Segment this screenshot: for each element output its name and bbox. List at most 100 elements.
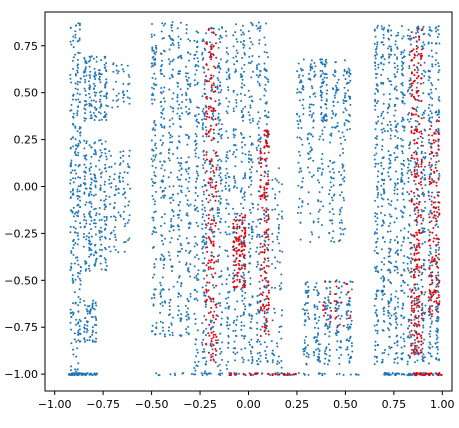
data-point xyxy=(206,250,209,253)
data-point xyxy=(93,264,96,267)
data-point xyxy=(244,291,247,294)
data-point xyxy=(326,314,329,317)
data-point xyxy=(422,342,425,345)
data-point xyxy=(258,340,261,343)
data-point xyxy=(225,97,228,100)
data-point xyxy=(267,135,269,137)
data-point xyxy=(418,35,420,38)
data-point xyxy=(212,82,215,85)
data-point xyxy=(151,184,154,187)
data-point xyxy=(88,247,91,250)
data-point xyxy=(382,221,385,224)
data-point xyxy=(248,313,251,315)
data-point xyxy=(194,343,197,346)
data-point xyxy=(317,333,319,336)
data-point xyxy=(207,332,210,335)
data-point xyxy=(170,24,173,27)
data-point xyxy=(413,318,416,321)
data-point xyxy=(227,69,230,72)
data-point xyxy=(216,212,219,214)
data-point xyxy=(264,114,266,117)
data-point xyxy=(73,332,76,335)
data-point xyxy=(112,215,115,218)
data-point xyxy=(336,340,339,343)
data-point xyxy=(430,165,433,168)
data-point xyxy=(389,98,392,101)
data-point xyxy=(380,248,383,251)
data-point xyxy=(72,302,74,305)
data-point xyxy=(228,188,231,191)
data-point xyxy=(402,302,404,305)
data-point xyxy=(95,337,98,340)
data-point xyxy=(407,374,410,377)
data-point xyxy=(210,219,213,222)
data-point xyxy=(377,120,380,123)
data-point xyxy=(196,206,199,209)
data-point xyxy=(413,316,416,319)
data-point xyxy=(417,274,420,277)
data-point xyxy=(242,241,245,244)
data-point xyxy=(437,33,440,36)
data-point xyxy=(396,145,398,148)
data-point xyxy=(187,299,190,302)
data-point xyxy=(381,131,384,134)
data-point xyxy=(187,325,190,328)
data-point xyxy=(382,110,385,113)
data-point xyxy=(159,302,162,305)
data-point xyxy=(320,158,323,161)
data-point xyxy=(202,158,205,160)
data-point xyxy=(415,187,418,190)
data-point xyxy=(234,165,237,168)
data-point xyxy=(258,29,261,32)
data-point xyxy=(104,163,107,166)
data-point xyxy=(159,293,162,296)
data-point xyxy=(177,178,180,181)
data-point xyxy=(342,374,345,376)
data-point xyxy=(90,103,93,106)
data-point xyxy=(177,44,180,47)
data-point xyxy=(323,76,326,79)
data-point xyxy=(105,155,108,158)
data-point xyxy=(105,113,108,116)
data-point xyxy=(212,336,215,339)
data-point xyxy=(240,187,243,190)
data-point xyxy=(335,348,338,351)
data-point xyxy=(178,275,181,277)
data-point xyxy=(236,225,239,228)
data-point xyxy=(93,75,96,78)
data-point xyxy=(320,106,323,109)
data-point xyxy=(205,151,208,154)
data-point xyxy=(116,72,119,75)
data-point xyxy=(424,71,427,73)
data-point xyxy=(387,103,390,106)
data-point xyxy=(410,241,413,244)
data-point xyxy=(267,307,270,310)
data-point xyxy=(390,346,393,349)
data-point xyxy=(193,265,196,268)
data-point xyxy=(114,233,116,236)
data-point xyxy=(115,239,118,241)
data-point xyxy=(75,318,78,321)
data-point xyxy=(240,33,243,36)
data-point xyxy=(201,185,204,188)
data-point xyxy=(340,291,343,294)
data-point xyxy=(374,100,377,103)
data-point xyxy=(266,175,269,178)
data-point xyxy=(345,71,348,74)
data-point xyxy=(226,172,229,175)
data-point xyxy=(244,235,247,237)
data-point xyxy=(381,122,383,125)
data-point xyxy=(323,119,326,122)
data-point xyxy=(407,230,410,233)
data-point xyxy=(342,152,344,154)
data-point xyxy=(394,126,397,129)
data-point xyxy=(127,239,130,242)
data-point xyxy=(219,102,222,105)
data-point xyxy=(380,61,383,64)
data-point xyxy=(161,288,164,290)
data-point xyxy=(163,50,166,53)
data-point xyxy=(239,41,242,43)
data-point xyxy=(215,260,218,263)
data-point xyxy=(201,95,204,98)
data-point xyxy=(79,184,82,186)
